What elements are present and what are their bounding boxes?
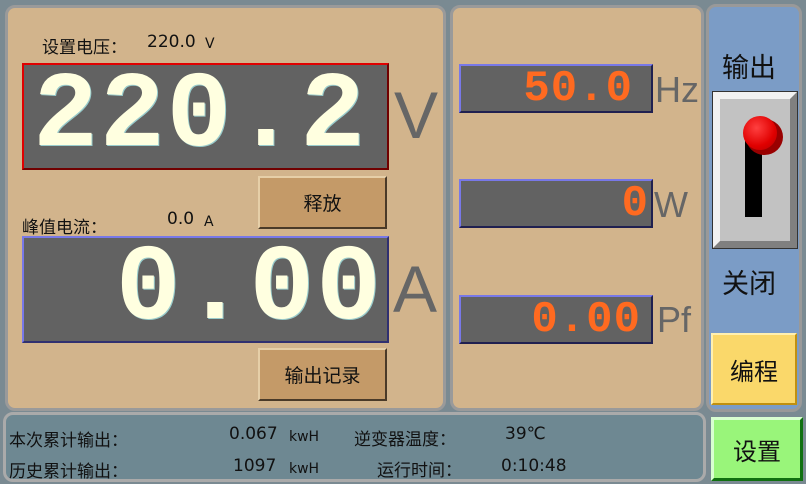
runtime-value: 0:10:48	[501, 456, 567, 476]
session-output-label: 本次累计输出：	[9, 431, 128, 451]
peak-current-unit: A	[204, 214, 214, 230]
output-title: 输出	[722, 53, 776, 84]
total-output-unit: kwH	[289, 461, 320, 477]
power-factor-display: 0.00	[459, 295, 653, 344]
output-record-button[interactable]: 输出记录	[258, 348, 387, 401]
total-output-value: 1097	[233, 456, 277, 476]
voltage-display: 220.2	[22, 63, 389, 170]
session-output-unit: kwH	[289, 429, 320, 445]
peak-current-label: 峰值电流：	[22, 218, 107, 238]
power-display: 0	[459, 179, 653, 228]
status-bar	[3, 412, 706, 482]
release-button[interactable]: 释放	[258, 176, 387, 229]
frequency-unit: Hz	[655, 69, 699, 110]
frequency-display: 50.0	[459, 64, 653, 113]
switch-lever	[745, 141, 762, 217]
peak-current-value: 0.0	[167, 209, 195, 229]
set-voltage-unit: V	[205, 36, 215, 52]
voltage-unit: V	[394, 78, 439, 152]
settings-button[interactable]: 设置	[711, 417, 803, 481]
inverter-temp-label: 逆变器温度：	[354, 430, 456, 450]
program-button[interactable]: 编程	[711, 333, 797, 405]
output-toggle-switch[interactable]	[712, 91, 798, 249]
current-unit: A	[393, 252, 438, 326]
total-output-label: 历史累计输出：	[9, 462, 128, 482]
inverter-temp-value: 39℃	[505, 424, 546, 444]
set-voltage-value: 220.0	[147, 32, 196, 52]
runtime-label: 运行时间：	[377, 461, 462, 481]
output-state: 关闭	[722, 269, 776, 300]
power-factor-unit: Pf	[657, 299, 692, 340]
session-output-value: 0.067	[229, 424, 278, 444]
power-unit: W	[654, 184, 688, 225]
set-voltage-label: 设置电压：	[42, 38, 127, 58]
current-display: 0.00	[22, 236, 389, 343]
switch-knob-top	[743, 116, 777, 150]
